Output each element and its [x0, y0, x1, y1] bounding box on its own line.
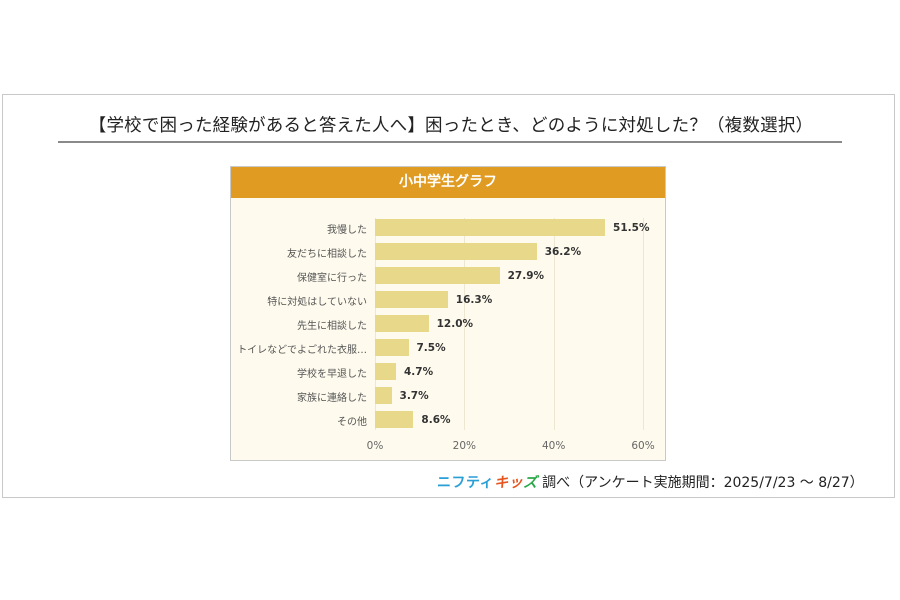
bar-value-label: 36.2% — [544, 246, 582, 258]
brand-logo-kids: キッズ — [494, 475, 538, 491]
gridline — [553, 218, 555, 430]
bar — [375, 291, 448, 308]
bar — [375, 339, 409, 356]
bar-value-label: 16.3% — [455, 294, 493, 306]
source-text: 調べ（アンケート実施期間：2025/7/23 ～ 8/27） — [542, 475, 864, 491]
bar — [375, 387, 392, 404]
page-title: 【学校で困った経験があると答えた人へ】困ったとき、どのように対処した？（複数選択… — [88, 116, 814, 136]
brand-logo-nifty: ニフティ — [437, 475, 495, 491]
gridline — [643, 218, 644, 430]
category-label: 保健室に行った — [297, 273, 367, 284]
bar-value-label: 27.9% — [507, 270, 545, 282]
category-label: 先生に相談した — [297, 321, 367, 332]
x-tick-label: 40% — [541, 440, 566, 452]
x-tick-label: 0% — [366, 440, 384, 452]
bar — [375, 315, 429, 332]
category-label: その他 — [337, 417, 367, 428]
source-note: ニフティキッズ 調べ（アンケート実施期間：2025/7/23 ～ 8/27） — [437, 472, 864, 492]
category-label: 学校を早退した — [297, 369, 367, 380]
bar — [375, 267, 500, 284]
bar-value-label: 7.5% — [416, 342, 446, 354]
bar — [375, 363, 396, 380]
x-tick-label: 60% — [631, 440, 655, 452]
x-tick-label: 20% — [452, 440, 476, 452]
chart-panel: 小中学生グラフ 0% 20% 40% 60% 我慢した 51.5% 友だちに相談した 36.2… — [230, 166, 666, 461]
bar-value-label: 3.7% — [399, 390, 429, 402]
bar — [375, 243, 537, 260]
category-label: 特に対処はしていない — [267, 297, 367, 308]
bar-value-label: 8.6% — [421, 414, 451, 426]
category-label: トイレなどでよごれた衣服… — [237, 345, 367, 356]
bar-value-label: 4.7% — [403, 366, 434, 378]
bar — [375, 411, 414, 428]
title-divider — [58, 141, 842, 143]
category-label: 我慢した — [327, 225, 367, 236]
bar-value-label: 12.0% — [436, 318, 474, 330]
category-label: 家族に連絡した — [297, 393, 367, 404]
gridline — [464, 218, 466, 430]
bar-value-label: 51.5% — [613, 222, 650, 234]
category-label: 友だちに相談した — [287, 249, 367, 260]
chart-panel-header: 小中学生グラフ — [231, 167, 665, 198]
bar — [375, 219, 606, 236]
